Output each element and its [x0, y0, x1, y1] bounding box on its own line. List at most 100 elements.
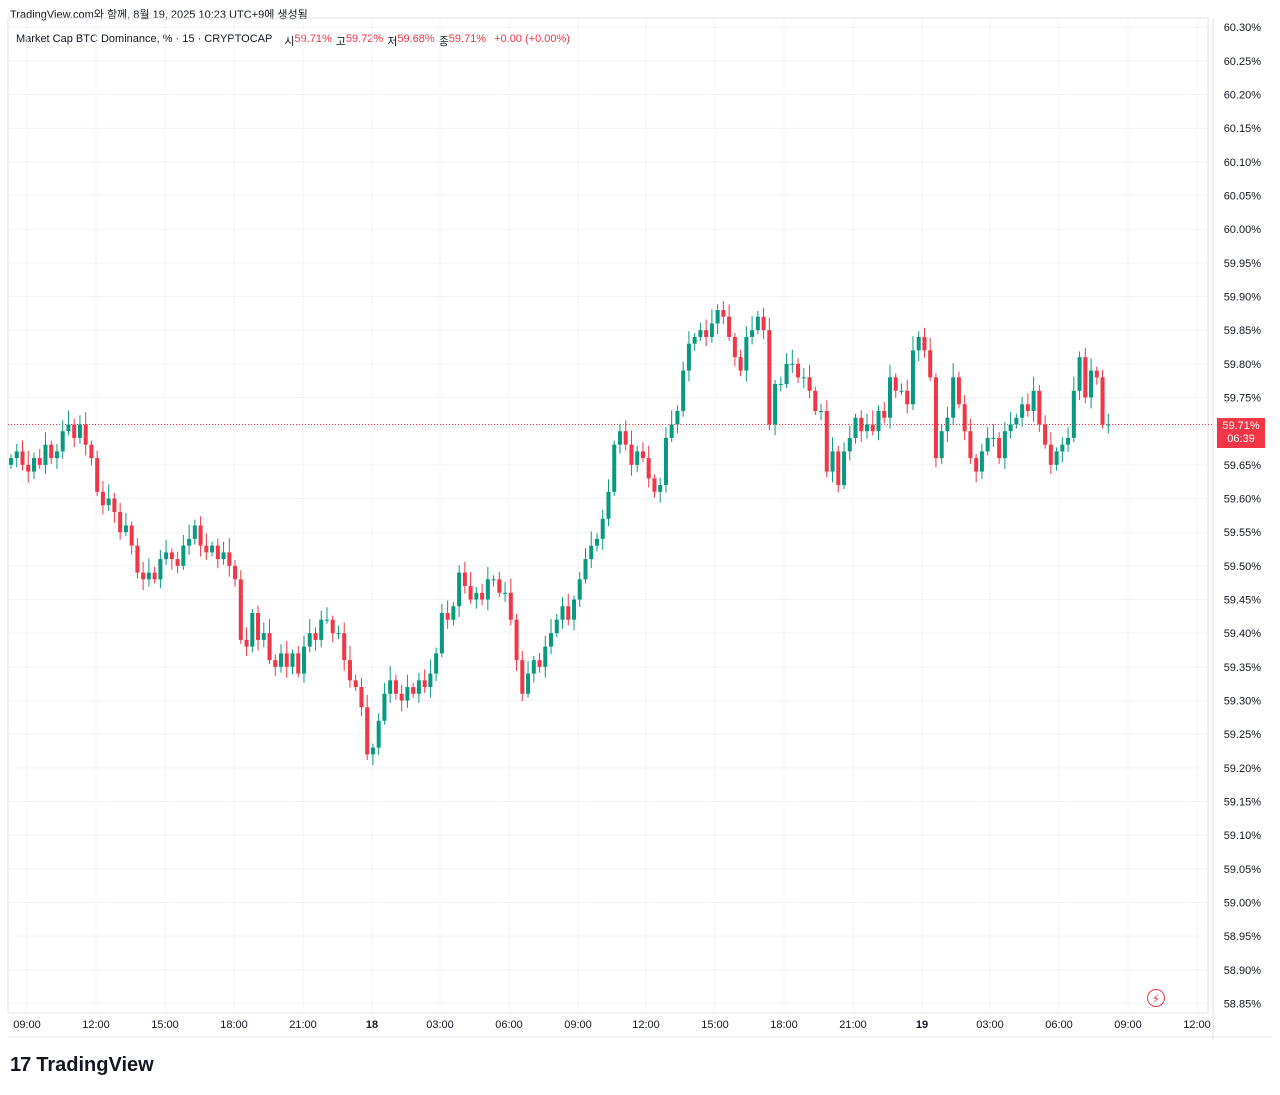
legend-high-label: 고	[335, 36, 346, 48]
candle-body	[715, 310, 720, 324]
candle-body	[382, 693, 387, 721]
y-tick-label: 59.50%	[1224, 561, 1262, 573]
candle	[928, 337, 933, 382]
candle-body	[14, 451, 19, 459]
candle-body	[244, 639, 249, 647]
candle-body	[979, 451, 984, 472]
candle	[543, 635, 548, 678]
candle	[250, 608, 255, 653]
candle-body	[583, 559, 588, 580]
candle	[1025, 393, 1030, 417]
candle	[709, 309, 714, 343]
candle	[347, 645, 352, 688]
candle	[819, 403, 824, 421]
candle-body	[146, 572, 151, 580]
candle	[434, 647, 439, 681]
candle-body	[1037, 390, 1042, 425]
candle	[491, 575, 496, 587]
candle-body	[686, 343, 691, 371]
candle	[738, 349, 743, 377]
candle-body	[187, 538, 192, 546]
candle	[37, 449, 42, 469]
candle	[796, 358, 801, 384]
candle-body	[261, 633, 266, 640]
candle	[238, 570, 243, 644]
candle	[531, 656, 536, 683]
candle	[175, 551, 180, 574]
candle	[1100, 369, 1105, 429]
candle	[66, 410, 71, 436]
time-axis[interactable]: 09:00 12:00 15:00 18:00 21:00 18 03:00 06:00 09:…	[13, 1019, 1211, 1031]
price-axis[interactable]: 60.30% 60.25% 60.20% 60.15% 60.10% 60.05% 60.0…	[1224, 22, 1262, 1010]
candle-body	[72, 424, 77, 438]
candle-body	[520, 660, 525, 694]
candle	[646, 445, 651, 488]
candle-body	[589, 545, 594, 560]
candle-body	[9, 458, 13, 465]
candle-body	[66, 424, 71, 432]
candle-body	[744, 336, 749, 371]
legend-symbol[interactable]: Market Cap BTC Dominance, % · 15 · CRYPT…	[16, 33, 273, 45]
candle	[1066, 427, 1071, 453]
y-tick-label: 60.20%	[1224, 90, 1262, 102]
candle	[698, 322, 703, 341]
candle-body	[784, 363, 789, 385]
candle	[658, 477, 663, 503]
legend-open-value: 59.71%	[294, 33, 332, 45]
candle-body	[732, 336, 737, 358]
candle	[870, 410, 875, 436]
candle	[204, 533, 209, 560]
candle	[1071, 376, 1076, 442]
candle	[261, 622, 266, 648]
candle-body	[870, 424, 875, 432]
candle	[773, 380, 778, 436]
y-tick-label: 60.15%	[1224, 123, 1262, 135]
candle-body	[847, 437, 852, 452]
candle-body	[554, 619, 559, 634]
candle	[462, 561, 467, 594]
x-tick-label: 06:00	[495, 1019, 523, 1031]
candle-body	[422, 680, 427, 688]
candle-body	[227, 552, 232, 566]
candle	[1089, 358, 1094, 409]
candle	[244, 627, 249, 656]
candle	[296, 645, 301, 678]
candle-body	[549, 633, 554, 647]
candle-body	[910, 350, 915, 405]
candle	[169, 548, 174, 570]
candle	[422, 669, 427, 693]
candle	[859, 410, 864, 442]
candle-body	[279, 653, 284, 667]
candle	[43, 432, 48, 474]
legend-open-label: 시	[284, 36, 295, 48]
candle	[899, 383, 904, 395]
candle	[187, 524, 192, 555]
candle	[807, 364, 812, 399]
y-tick-label: 60.00%	[1224, 224, 1262, 236]
candle	[215, 538, 220, 569]
candle	[968, 418, 973, 464]
candle	[1043, 415, 1048, 449]
candle-body	[945, 417, 950, 432]
candle	[887, 364, 892, 429]
candle-body	[819, 410, 824, 412]
candle	[652, 474, 657, 498]
candle-body	[669, 424, 674, 438]
candle-body	[830, 451, 835, 472]
candle-body	[1066, 437, 1071, 445]
y-tick-label: 59.95%	[1224, 258, 1262, 270]
y-tick-label: 58.85%	[1224, 999, 1262, 1011]
candle-body	[83, 424, 88, 445]
candle-body	[824, 410, 829, 472]
candle-body	[89, 444, 94, 459]
candle	[893, 373, 898, 399]
candle	[9, 454, 13, 469]
candle	[1048, 432, 1053, 474]
candle-body	[767, 330, 772, 425]
bolt-icon[interactable]: ⚡	[1147, 989, 1165, 1007]
tradingview-brand[interactable]: 17 TradingView	[10, 1054, 154, 1077]
candle-body	[439, 612, 444, 654]
candle	[14, 443, 19, 468]
candle-body	[790, 363, 795, 365]
